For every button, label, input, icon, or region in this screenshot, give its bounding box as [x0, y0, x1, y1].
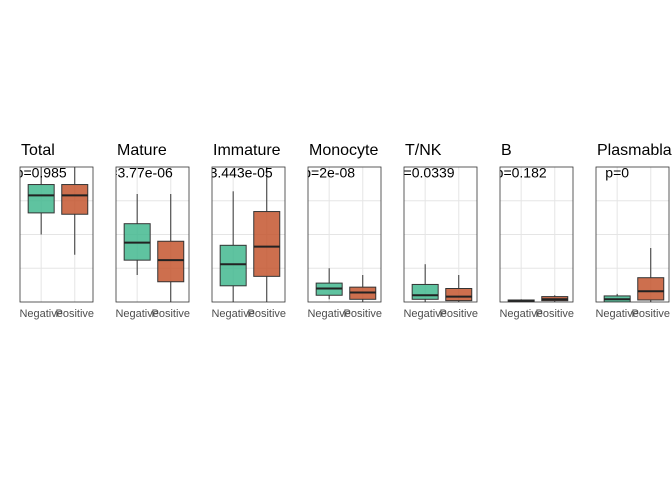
panel-title: B	[501, 142, 512, 159]
panel: p=0	[596, 165, 669, 302]
x-tick-label: Positive	[343, 308, 382, 320]
x-tick-label: Negative	[211, 308, 254, 320]
panel-border	[211, 166, 286, 303]
x-tick-label: Negative	[307, 308, 350, 320]
x-tick-label: Negative	[499, 308, 542, 320]
x-tick-label: Negative	[19, 308, 62, 320]
annotation: p=0.182	[496, 165, 547, 181]
annotation: p=2e-08	[303, 165, 355, 181]
panel-title: Immature	[213, 142, 281, 159]
annotation: p=3.443e-05	[194, 165, 273, 181]
panel-border	[19, 166, 94, 303]
x-tick-label: Negative	[595, 308, 638, 320]
panel: p=3.443e-05	[194, 165, 285, 302]
panel: p=0.182	[496, 165, 573, 302]
x-tick-label: Negative	[115, 308, 158, 320]
box	[157, 240, 185, 283]
panel-border	[595, 166, 670, 303]
box	[61, 184, 89, 215]
x-tick-label: Positive	[535, 308, 574, 320]
x-tick-label: Negative	[403, 308, 446, 320]
x-tick-label: Positive	[439, 308, 478, 320]
annotation: p=0.985	[16, 165, 67, 181]
box	[253, 211, 281, 277]
annotation: p=0.0339	[396, 165, 455, 181]
x-tick-label: Positive	[631, 308, 670, 320]
panel-border	[307, 166, 382, 303]
box	[445, 288, 473, 302]
panel-title: Monocyte	[309, 142, 378, 159]
box	[411, 283, 439, 300]
annotation: p=0	[605, 165, 629, 181]
x-tick-label: Positive	[151, 308, 190, 320]
panel-title: Mature	[117, 142, 167, 159]
x-tick-label: Positive	[55, 308, 94, 320]
box	[637, 277, 665, 301]
panel: p=0.985	[16, 165, 93, 302]
panel-title: Plasmablast	[597, 142, 672, 159]
box	[27, 184, 55, 214]
panel-title: T/NK	[405, 142, 442, 159]
panel: p=0.0339	[396, 165, 477, 302]
panel-border	[499, 166, 574, 303]
panel-border	[115, 166, 190, 303]
box	[219, 244, 247, 287]
panel-border	[403, 166, 478, 303]
panel: p=2e-08	[303, 165, 381, 302]
x-tick-label: Positive	[247, 308, 286, 320]
annotation: p=3.77e-06	[102, 165, 173, 181]
panel: p=3.77e-06	[102, 165, 189, 302]
panel-title: Total	[21, 142, 55, 159]
